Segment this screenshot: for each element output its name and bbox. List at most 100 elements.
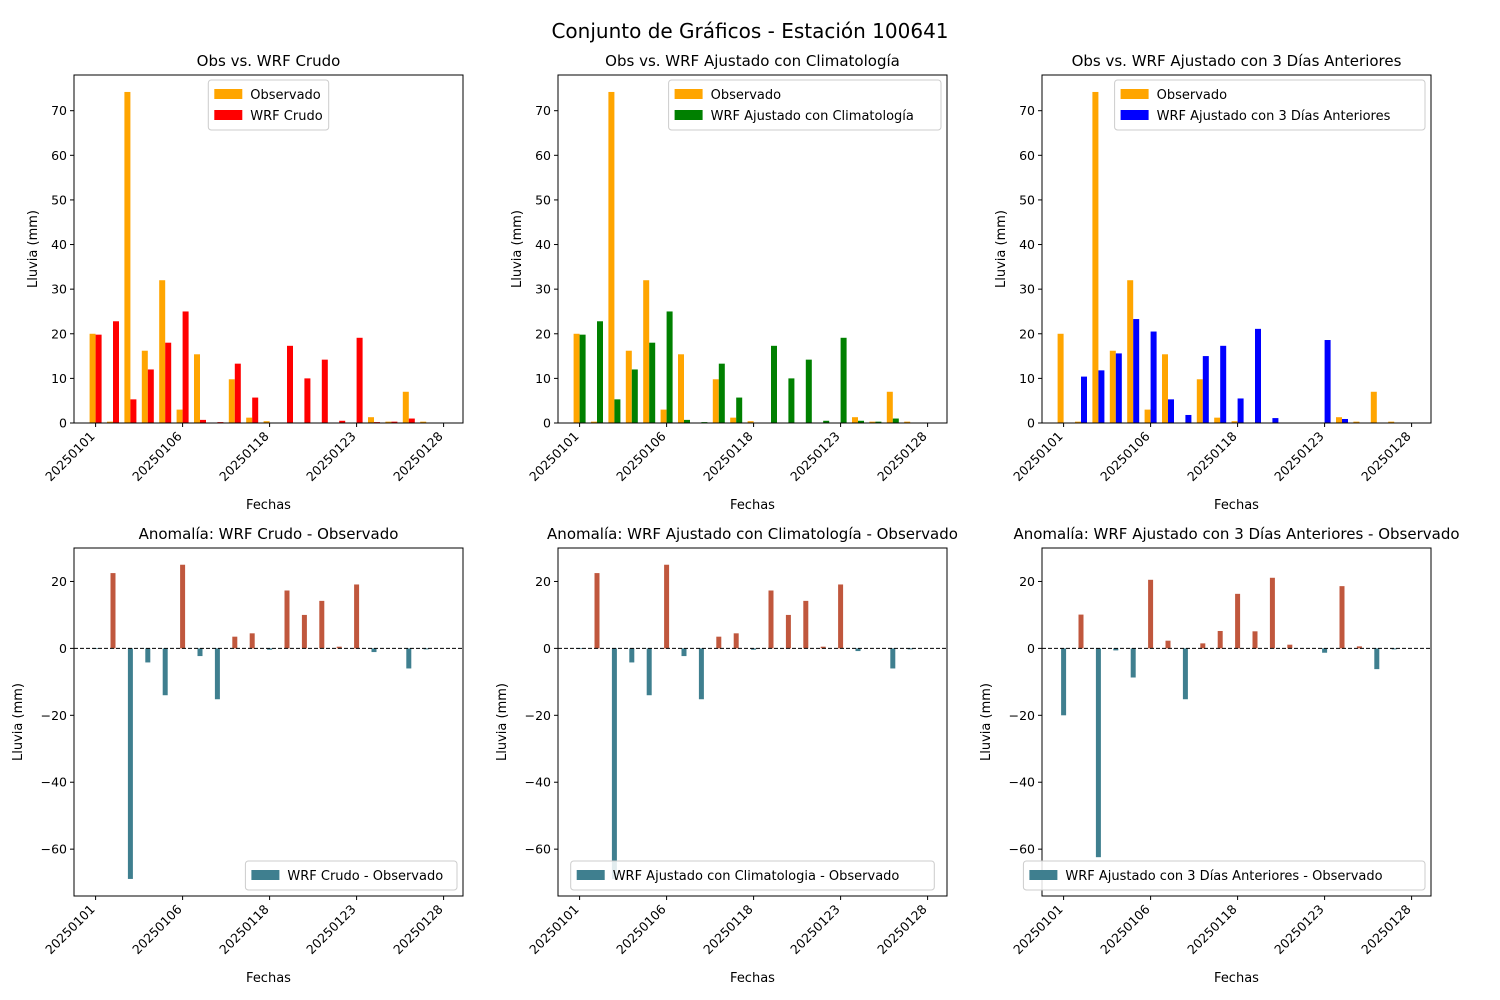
x-tick-label: 20250106 [129,428,185,484]
x-tick-label: 20250118 [1184,428,1240,484]
y-tick-label: 50 [51,192,67,207]
bar [339,420,346,423]
x-tick-label: 20250123 [1271,429,1327,485]
x-tick-label: 20250123 [303,902,359,958]
bar [1057,333,1064,423]
legend-label: WRF Ajustado con Climatologia - Observad… [613,869,900,884]
x-tick-label: 20250101 [42,902,98,958]
bar [718,363,725,423]
plot-frame [557,547,948,897]
legend-swatch [214,110,243,120]
bar [840,337,847,423]
bar [771,345,777,423]
x-tick-label: 20250106 [613,428,669,484]
legend-swatch [674,89,703,99]
bar [284,590,290,649]
x-tick-label: 20250106 [129,901,185,957]
bar [336,646,342,649]
bar [1182,648,1188,700]
bar [1237,398,1244,423]
bar [1196,379,1203,423]
y-tick-label: 70 [1019,103,1035,118]
x-tick-label: 20250101 [1010,902,1066,958]
panel-title: Obs vs. WRF Crudo [197,52,341,70]
x-tick-label: 20250123 [1271,902,1327,958]
bar [1391,648,1397,650]
x-tick-label: 20250123 [303,429,359,485]
bar [1185,414,1192,423]
bar [1255,328,1261,423]
bar [1388,421,1395,423]
bar [391,421,398,423]
x-axis-label: Fechas [1214,498,1259,513]
bar [631,369,638,423]
y-tick-label: −40 [41,775,67,790]
legend-label: WRF Ajustado con Climatología [711,109,914,124]
legend-box [1114,79,1426,131]
bar [649,342,656,423]
bar [263,421,270,423]
x-tick-label: 20250128 [874,901,930,957]
x-tick-label: 20250101 [1010,429,1066,485]
y-tick-label: 30 [1019,282,1035,297]
bar [1115,353,1122,423]
bar [664,564,670,649]
y-tick-label: 0 [59,416,67,431]
bar [1081,376,1087,423]
legend-box [1022,860,1426,891]
figure-title: Conjunto de Gráficos - Estación 100641 [551,19,948,43]
x-tick-label: 20250101 [526,902,582,958]
x-axis-label: Fechas [730,971,775,986]
y-tick-label: −40 [525,775,551,790]
bar [1092,91,1099,423]
bar [197,648,203,657]
bar [1220,345,1227,423]
plot-frame [73,547,464,897]
chart-panel-2: Obs vs. WRF Ajustado con Climatología 0 10… [510,52,948,513]
bar [886,391,893,423]
bar [823,420,830,423]
bar [107,421,113,423]
bar [820,646,826,649]
y-tick-label: 20 [1019,326,1035,341]
bar [159,280,166,423]
x-axis-label: Fechas [1214,971,1259,986]
legend: WRF Crudo - Observado [244,860,458,891]
bar [858,420,864,423]
x-tick-label: 20250128 [390,428,446,484]
bar [165,342,172,423]
bar [736,397,743,423]
bar [768,590,774,649]
y-tick-label: 0 [1027,641,1035,656]
panel-title: Anomalía: WRF Crudo - Observado [139,525,399,543]
bar [1075,421,1081,423]
bar [890,648,896,669]
y-tick-label: 10 [535,371,551,386]
bar [145,648,151,663]
y-tick-label: −20 [525,708,551,723]
panel-title: Obs vs. WRF Ajustado con Climatología [605,52,900,70]
bar [678,354,684,423]
bar [1269,577,1275,649]
bar [681,648,687,657]
legend-label: Observado [250,88,321,103]
bar [1109,350,1116,423]
legend: WRF Ajustado con Climatologia - Observad… [570,860,935,891]
y-tick-label: 50 [535,192,551,207]
legend: Observado WRF Ajustado con 3 Días Anterio… [1114,79,1426,131]
plot-frame [557,74,948,424]
bar [1098,370,1105,423]
bar [200,419,206,423]
y-tick-label: 60 [51,148,67,163]
legend: Observado WRF Crudo [207,79,330,131]
bar [141,350,148,423]
bar [1168,399,1174,423]
bar [176,409,183,423]
bar [402,391,409,423]
bar [301,614,307,649]
bar [684,419,690,423]
y-tick-label: 40 [535,237,551,252]
y-tick-label: 0 [543,416,551,431]
bar [228,379,235,423]
